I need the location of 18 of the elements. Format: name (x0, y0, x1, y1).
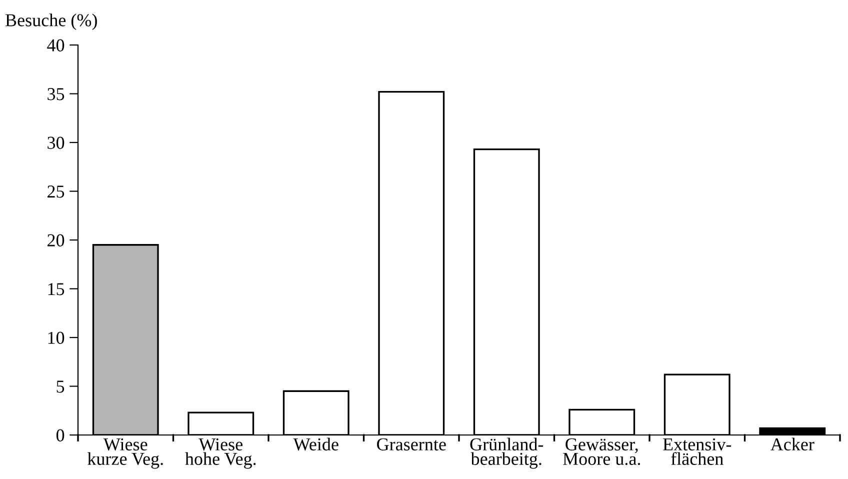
x-tick-label: Grünland- bearbeitg. (470, 438, 544, 469)
y-tick-label: 5 (56, 380, 64, 393)
y-tick-label: 20 (48, 234, 64, 246)
y-tick-label: 25 (48, 186, 64, 198)
x-tick-label: Extensiv- flächen (663, 438, 732, 465)
y-tick-label: 10 (48, 332, 64, 344)
y-tick-label: 35 (48, 88, 64, 100)
y-tick-label: 30 (48, 136, 64, 149)
y-axis-title: Besuche (%) (6, 14, 97, 30)
x-tick-label: Wiese hohe Veg. (185, 438, 256, 469)
x-tick-label: Acker (770, 438, 814, 450)
y-tick-label: 0 (56, 429, 64, 442)
x-tick-label: Weide (293, 438, 338, 451)
x-tick-label: Grasernte (377, 438, 446, 450)
y-tick-label: 40 (47, 39, 64, 52)
x-tick-label: Wiese kurze Veg. (88, 438, 163, 469)
x-tick-label: Gewässer, Moore u.a. (563, 438, 640, 466)
y-tick-label: 15 (48, 283, 64, 296)
